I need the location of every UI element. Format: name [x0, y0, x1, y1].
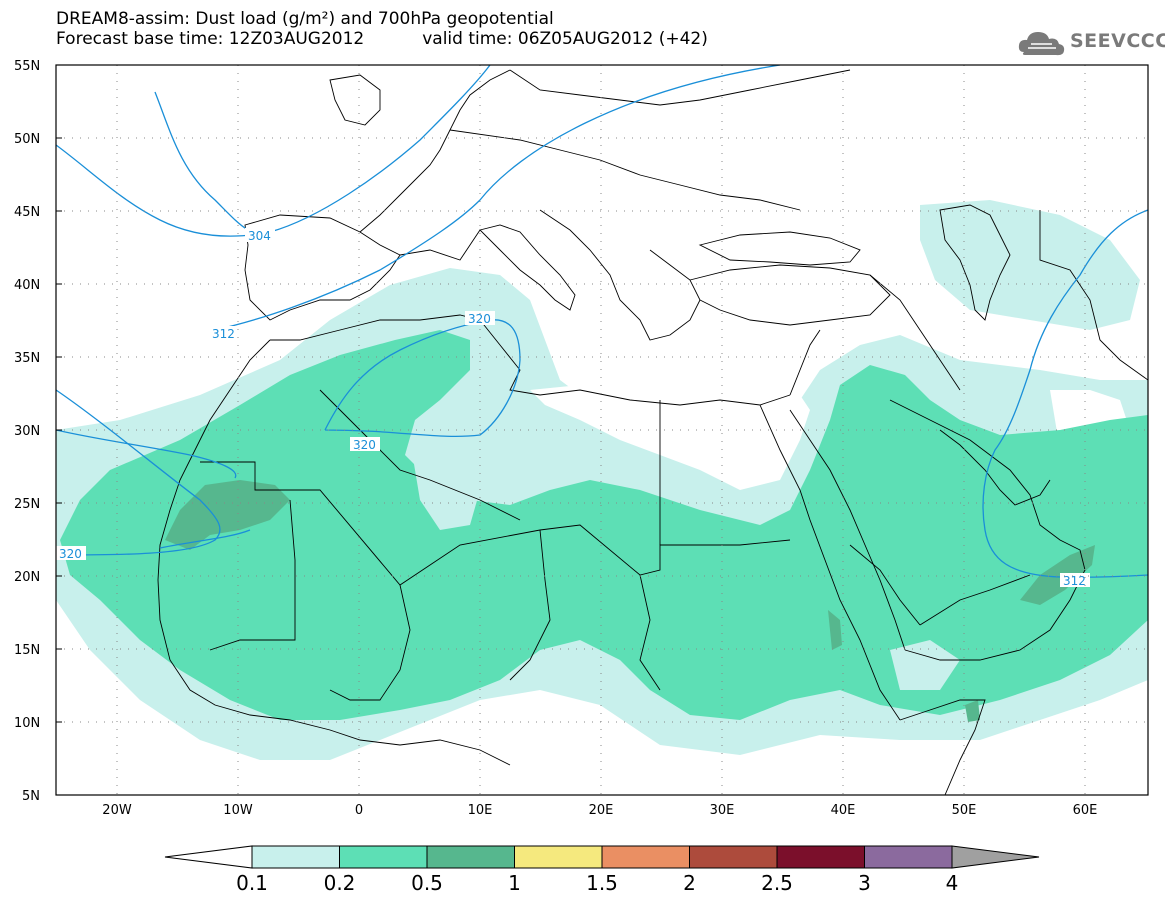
lon-label: 20W [102, 803, 132, 818]
lat-label: 35N [14, 351, 40, 366]
colorbar-segment [339, 845, 428, 869]
forecast-base-time: Forecast base time: 12Z03AUG2012 [56, 29, 365, 49]
colorbar-tick-label: 2.5 [761, 871, 793, 895]
contour-label: 304 [248, 229, 271, 243]
lat-label: 5N [22, 789, 40, 804]
lat-label: 10N [14, 716, 40, 731]
colorbar-segment [251, 845, 340, 869]
logo-text: SEEVCCC [1070, 30, 1165, 52]
contour-label: 312 [1063, 574, 1086, 588]
seevccc-logo: SEEVCCC [1016, 26, 1165, 60]
colorbar-tick-label: 0.5 [411, 871, 443, 895]
colorbar-tick-label: 1.5 [586, 871, 618, 895]
map-title: DREAM8-assim: Dust load (g/m²) and 700hP… [56, 9, 554, 29]
lon-label: 20E [589, 803, 614, 818]
valid-time: valid time: 06Z05AUG2012 (+42) [422, 29, 708, 49]
geopotential-contours [56, 65, 1148, 578]
colorbar-tick-label: 4 [946, 871, 959, 895]
lon-label: 10E [468, 803, 493, 818]
lon-label: 40E [831, 803, 856, 818]
lat-label: 30N [14, 424, 40, 439]
colorbar-segment [864, 845, 953, 869]
colorbar-tick-label: 0.1 [236, 871, 268, 895]
contour-label: 320 [353, 438, 376, 452]
colorbar-segment [776, 845, 865, 869]
colorbar-tick-label: 3 [858, 871, 871, 895]
lat-label: 20N [14, 570, 40, 585]
lon-label: 0 [355, 803, 363, 818]
dust-load-field: 304 312 320 320 320 312 [56, 65, 1148, 795]
colorbar: 0.1 0.2 0.5 1 1.5 2 2.5 3 4 [164, 845, 1040, 895]
contour-label: 320 [59, 547, 82, 561]
colorbar-over-arrow [951, 845, 1040, 869]
lon-labels: 20W 10W 0 10E 20E 30E 40E 50E 60E [102, 803, 1097, 818]
lon-label: 30E [710, 803, 735, 818]
graticule [56, 65, 1148, 795]
lon-label: 10W [223, 803, 253, 818]
lat-label: 25N [14, 497, 40, 512]
colorbar-under-arrow [164, 845, 253, 869]
lat-label: 45N [14, 205, 40, 220]
coastlines-and-borders [157, 69, 1148, 795]
map-subtitle: Forecast base time: 12Z03AUG2012 valid ti… [56, 29, 708, 49]
contour-labels: 304 312 320 320 320 312 [56, 228, 1090, 588]
cloud-icon [1018, 32, 1065, 56]
colorbar-segment [689, 845, 778, 869]
colorbar-tick-label: 1 [508, 871, 521, 895]
lat-ticks [56, 64, 62, 796]
colorbar-tick-label: 0.2 [324, 871, 356, 895]
lat-label: 50N [14, 132, 40, 147]
colorbar-tick-label: 2 [683, 871, 696, 895]
lat-label: 15N [14, 643, 40, 658]
colorbar-segment [601, 845, 690, 869]
lon-label: 60E [1073, 803, 1098, 818]
lat-label: 55N [14, 59, 40, 74]
dust-level-0-1-patches [410, 420, 960, 690]
lon-label: 50E [952, 803, 977, 818]
colorbar-segment [514, 845, 603, 869]
contour-label: 312 [212, 327, 235, 341]
colorbar-segment [426, 845, 515, 869]
contour-label: 320 [468, 312, 491, 326]
dust-level-0-2 [60, 330, 1148, 720]
lat-labels: 55N 50N 45N 40N 35N 30N 25N 20N 15N 10N … [14, 59, 40, 804]
lat-label: 40N [14, 278, 40, 293]
